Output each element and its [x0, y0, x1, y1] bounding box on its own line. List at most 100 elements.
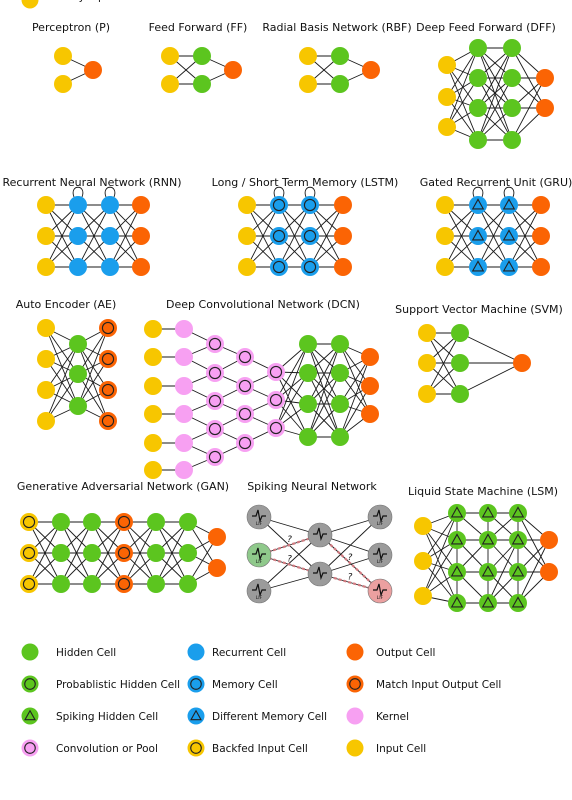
output-cell [536, 99, 554, 117]
memory-cell [301, 196, 319, 214]
spike-question-mark: ? [348, 573, 353, 583]
conv-pool-cell [236, 405, 254, 423]
spike-wave-icon [373, 547, 387, 562]
input-cell [346, 739, 364, 757]
hidden-cell [179, 544, 197, 562]
spike-wave-icon [313, 527, 327, 542]
input-cell [37, 350, 55, 368]
hidden-cell [469, 39, 487, 57]
hidden-cell [331, 428, 349, 446]
noisy-input-cell [21, 0, 39, 9]
connection-line [422, 539, 458, 597]
spiking-hidden-cell [448, 531, 466, 549]
spike-wave-icon [373, 583, 387, 598]
recurrent-cell [101, 196, 119, 214]
connection-line [307, 372, 341, 438]
legend-label: Input Cell [376, 743, 426, 755]
connection-line [422, 525, 458, 573]
hidden-cell [69, 365, 87, 383]
match-output-cell [115, 575, 133, 593]
connection-line [511, 77, 546, 141]
legend-item-diff-memory: Different Memory Cell [187, 707, 327, 725]
title-layer: Perceptron (P) Feed Forward (FF) Radial Ba… [3, 21, 572, 498]
dcn-title: Deep Convolutional Network (DCN) [166, 298, 360, 311]
rnn-title: Recurrent Neural Network (RNN) [3, 176, 182, 189]
kernel-cell [175, 434, 193, 452]
legend-item-memory: Memory Cell [187, 675, 278, 693]
connection-line [258, 534, 321, 592]
spiking-hidden-cell [448, 594, 466, 612]
input-cell [238, 227, 256, 245]
connection-line [459, 332, 523, 364]
kernel-cell [175, 320, 193, 338]
hidden-cell [503, 99, 521, 117]
spike-wave-icon [373, 509, 387, 524]
legend-item-spiking-hidden: Spiking Hidden Cell [21, 707, 158, 725]
input-cell [299, 47, 317, 65]
hidden-cell [469, 131, 487, 149]
hidden-cell [179, 513, 197, 531]
ae-title: Auto Encoder (AE) [16, 298, 117, 311]
lif-label: LIF [377, 521, 384, 527]
input-cell [37, 319, 55, 337]
lif-label: LIF [256, 559, 263, 565]
svm-title: Support Vector Machine (SVM) [395, 303, 563, 316]
connection-line [275, 343, 309, 401]
output-cell [224, 61, 242, 79]
connection-line [91, 521, 125, 585]
input-cell [418, 354, 436, 372]
spiking-neuron: LIF [367, 578, 393, 604]
kernel-cell [175, 377, 193, 395]
connection-line [45, 327, 79, 375]
spiking-neuron: LIF [367, 504, 393, 530]
match-output-cell [99, 381, 117, 399]
backfed-input-cell [20, 544, 38, 562]
connection-line [339, 343, 371, 415]
kernel-cell [175, 461, 193, 479]
legend-item-recurrent: Recurrent Cell [187, 643, 286, 661]
hidden-cell [331, 364, 349, 382]
self-loop [472, 186, 484, 198]
spike-question-mark: ? [287, 535, 292, 545]
connection-line [446, 47, 479, 98]
lstm-title: Long / Short Term Memory (LSTM) [212, 176, 399, 189]
hidden-cell [193, 75, 211, 93]
input-cell [161, 75, 179, 93]
hidden-cell [179, 575, 197, 593]
perceptron-title: Perceptron (P) [32, 21, 110, 34]
legend: Hidden Cell Recurrent Cell Output Cell Prob… [21, 0, 501, 757]
lsm-title: Liquid State Machine (LSM) [408, 485, 558, 498]
connection-line [339, 356, 371, 438]
input-cell [54, 75, 72, 93]
hidden-cell [83, 575, 101, 593]
legend-label: Kernel [376, 711, 409, 723]
spike-arrow [319, 534, 381, 592]
legend-item-hidden: Hidden Cell [21, 643, 116, 661]
input-cell [144, 320, 162, 338]
input-cell [37, 381, 55, 399]
legend-item-prob-hidden: Probablistic Hidden Cell [21, 675, 180, 693]
input-cell [436, 196, 454, 214]
memory-cell [187, 675, 205, 693]
connection-line [517, 512, 550, 573]
spike-wave-icon [252, 509, 266, 524]
spiking-hidden-cell [479, 504, 497, 522]
connection-line [444, 204, 479, 268]
hidden-cell [503, 69, 521, 87]
connection-line [45, 204, 79, 268]
output-cell [536, 69, 554, 87]
self-loop [304, 186, 316, 198]
legend-item-backfed-input: Backfed Input Cell [187, 739, 308, 757]
input-cell [144, 434, 162, 452]
memory-cell [270, 258, 288, 276]
input-cell [414, 552, 432, 570]
input-cell [144, 377, 162, 395]
ff-title: Feed Forward (FF) [149, 21, 248, 34]
output-cell [208, 528, 226, 546]
conv-pool-cell [206, 420, 224, 438]
connection-line [77, 358, 109, 407]
connection-line [307, 343, 341, 438]
connection-line [459, 362, 523, 395]
output-cell [346, 643, 364, 661]
